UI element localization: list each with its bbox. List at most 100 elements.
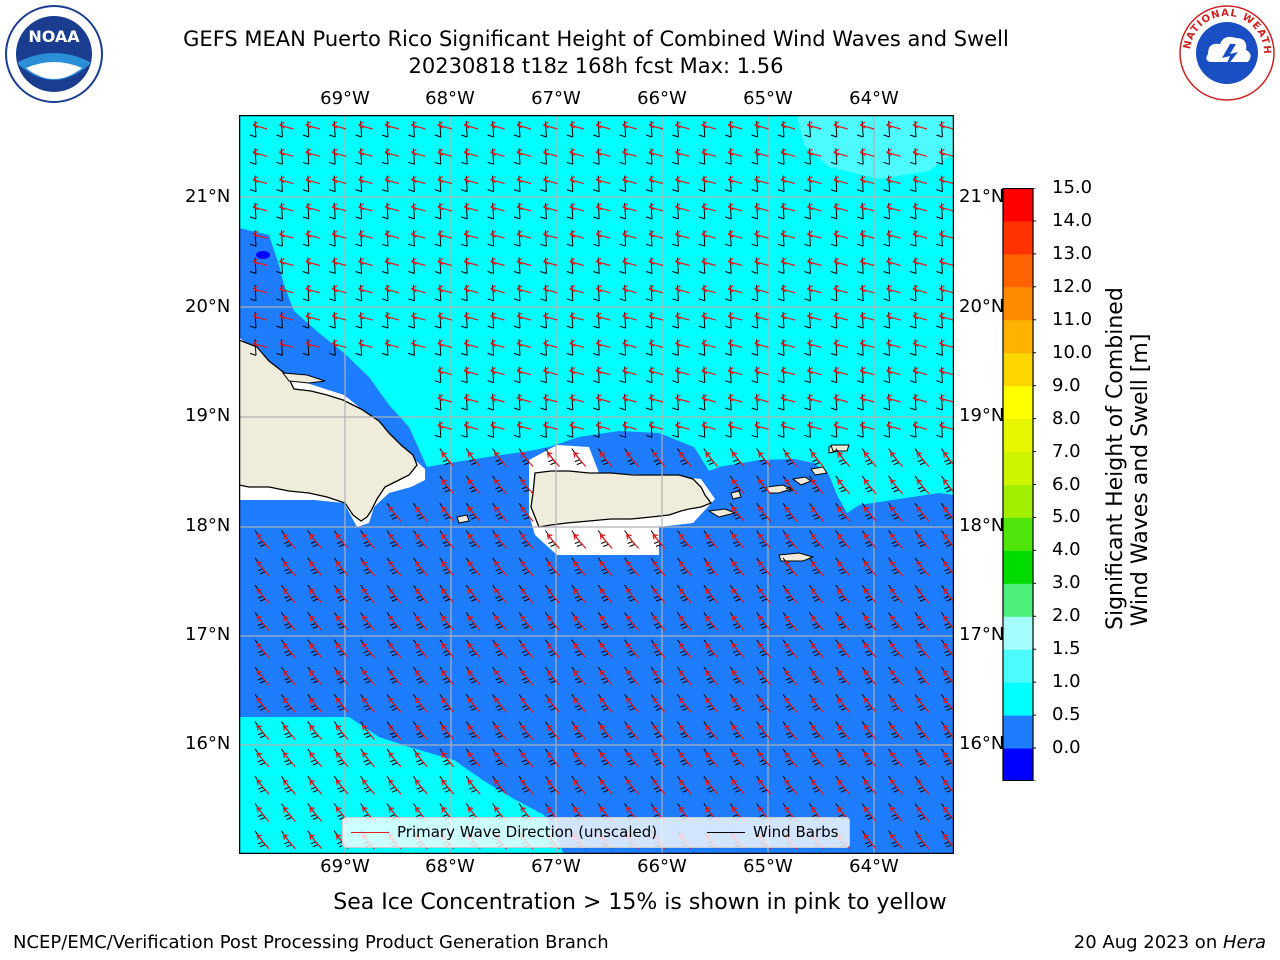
wave-direction-arrow — [490, 148, 505, 157]
lat-tick-left-21n: 21°N — [185, 186, 231, 207]
wave-direction-arrow — [890, 561, 904, 577]
wave-direction-arrow — [384, 312, 400, 321]
wave-direction-arrow — [569, 312, 584, 321]
wave-direction-arrow — [648, 203, 664, 212]
wave-direction-arrow — [411, 230, 426, 239]
wave-direction-arrow — [705, 779, 719, 795]
wave-direction-arrow — [546, 561, 560, 577]
lon-tick-bottom-66w: 66°W — [637, 856, 687, 877]
wave-direction-arrow — [414, 533, 428, 549]
wave-direction-arrow — [652, 697, 666, 713]
colorbar-segment — [1003, 451, 1033, 485]
wave-direction-arrow — [573, 452, 587, 467]
wave-direction-arrow — [494, 643, 508, 659]
wave-direction-arrow — [490, 285, 505, 294]
wave-direction-arrow — [569, 230, 584, 239]
wave-direction-arrow — [731, 697, 745, 713]
wave-direction-arrow — [890, 752, 904, 768]
wave-direction-arrow — [837, 725, 851, 740]
wave-direction-arrow — [441, 670, 455, 686]
wave-direction-arrow — [573, 697, 587, 713]
legend-barb-label: Wind Barbs — [753, 823, 839, 841]
wave-direction-arrow — [516, 285, 532, 294]
wave-direction-arrow — [622, 367, 637, 376]
wave-direction-arrow — [441, 452, 455, 467]
wave-direction-arrow — [626, 588, 640, 604]
wave-direction-arrow — [890, 452, 904, 467]
wave-direction-arrow — [546, 697, 560, 713]
wave-direction-arrow — [890, 643, 904, 659]
wave-direction-arrow — [282, 697, 296, 713]
wave-direction-arrow — [520, 643, 534, 659]
wave-direction-arrow — [543, 285, 558, 294]
wave-direction-arrow — [331, 312, 347, 321]
wave-direction-arrow — [335, 670, 349, 686]
wave-direction-arrow — [784, 779, 798, 795]
wave-direction-arrow — [256, 779, 270, 795]
wave-direction-arrow — [467, 452, 481, 467]
wave-direction-arrow — [784, 697, 798, 713]
wave-direction-arrow — [727, 148, 743, 157]
wave-direction-arrow — [754, 148, 769, 157]
wave-direction-arrow — [622, 421, 637, 430]
wave-direction-arrow — [362, 643, 376, 659]
wave-direction-arrow — [569, 339, 584, 348]
island-vieques — [707, 508, 737, 518]
wave-direction-arrow — [463, 421, 479, 430]
wave-direction-arrow — [546, 533, 560, 549]
wave-direction-arrow — [912, 257, 928, 267]
wave-direction-arrow — [411, 203, 426, 212]
wave-direction-arrow — [279, 230, 294, 239]
wave-direction-arrow — [810, 643, 824, 659]
wave-direction-arrow — [810, 752, 824, 768]
wave-direction-arrow — [463, 367, 479, 376]
wave-direction-arrow — [569, 285, 584, 294]
lon-tick-top-65w: 65°W — [743, 88, 793, 109]
wave-direction-arrow — [675, 121, 690, 130]
wave-direction-arrow — [256, 615, 270, 631]
wave-direction-arrow — [282, 533, 296, 549]
wave-direction-arrow — [516, 367, 532, 376]
wave-direction-arrow — [546, 779, 560, 795]
wave-direction-arrow — [810, 561, 824, 577]
wave-direction-arrow — [279, 176, 294, 185]
wave-direction-arrow — [890, 834, 904, 850]
wave-direction-arrow — [678, 588, 692, 604]
wave-direction-arrow — [595, 203, 611, 212]
wave-direction-arrow — [912, 285, 928, 294]
noaa-logo: NOAA — [5, 5, 103, 103]
wave-direction-arrow — [863, 479, 877, 495]
wave-direction-arrow — [467, 533, 481, 549]
wave-direction-arrow — [810, 533, 824, 549]
wave-direction-arrow — [780, 312, 796, 321]
wave-direction-arrow — [837, 697, 851, 713]
wave-direction-arrow — [282, 725, 296, 740]
wave-direction-arrow — [912, 421, 928, 430]
wave-direction-arrow — [309, 725, 323, 740]
wave-direction-arrow — [652, 643, 666, 659]
wave-direction-arrow — [494, 670, 508, 686]
wave-direction-arrow — [543, 148, 558, 157]
wave-direction-arrow — [886, 312, 901, 321]
wave-direction-arrow — [305, 257, 320, 267]
wave-direction-arrow — [758, 779, 772, 795]
wave-direction-arrow — [939, 257, 954, 267]
wave-direction-arrow — [362, 533, 376, 549]
wave-direction-arrow — [916, 752, 930, 768]
wave-direction-arrow — [256, 752, 270, 768]
wave-direction-arrow — [494, 506, 508, 522]
wave-direction-arrow — [463, 176, 479, 185]
wave-direction-arrow — [595, 421, 611, 430]
wave-direction-arrow — [331, 230, 347, 239]
colorbar-tick-label: 4.0 — [1052, 539, 1081, 561]
wave-direction-arrow — [494, 697, 508, 713]
wave-direction-arrow — [833, 339, 848, 348]
colorbar-tick-label: 3.0 — [1052, 572, 1081, 594]
wave-direction-arrow — [494, 561, 508, 577]
wave-direction-arrow — [675, 312, 690, 321]
wave-direction-arrow — [731, 561, 745, 577]
wave-direction-arrow — [467, 561, 481, 577]
wave-direction-arrow — [595, 148, 611, 157]
wave-direction-arrow — [362, 588, 376, 604]
wave-direction-arrow — [358, 121, 373, 130]
